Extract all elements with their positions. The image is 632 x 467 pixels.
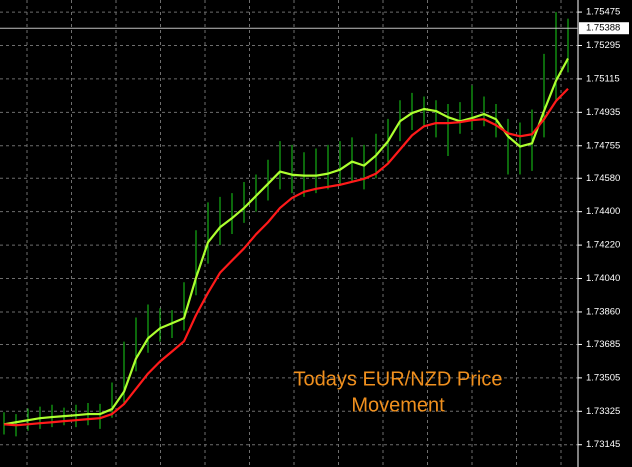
y-tick-label: 1.74220 — [586, 240, 620, 251]
moving-average-line — [3, 87, 569, 427]
annotation: Todays EUR/NZD Price — [294, 368, 503, 390]
last-price-label: 1.75388 — [586, 23, 620, 34]
y-tick-label: 1.73860 — [586, 306, 620, 317]
y-tick-label: 1.73685 — [586, 339, 620, 350]
y-tick-label: 1.74400 — [586, 206, 620, 217]
y-tick-label: 1.74580 — [586, 173, 620, 184]
y-tick-label: 1.74755 — [586, 140, 620, 151]
y-tick-label: 1.73145 — [586, 439, 620, 450]
annotation: Movement — [351, 394, 445, 416]
moving-average-line — [3, 57, 569, 426]
y-tick-label: 1.73325 — [586, 406, 620, 417]
y-tick-label: 1.74040 — [586, 273, 620, 284]
y-tick-label: 1.73505 — [586, 372, 620, 383]
y-tick-label: 1.74935 — [586, 107, 620, 118]
y-tick-label: 1.75115 — [586, 73, 620, 84]
y-tick-label: 1.75295 — [586, 40, 620, 51]
last-price-box — [579, 22, 629, 35]
y-tick-label: 1.75475 — [586, 7, 620, 18]
